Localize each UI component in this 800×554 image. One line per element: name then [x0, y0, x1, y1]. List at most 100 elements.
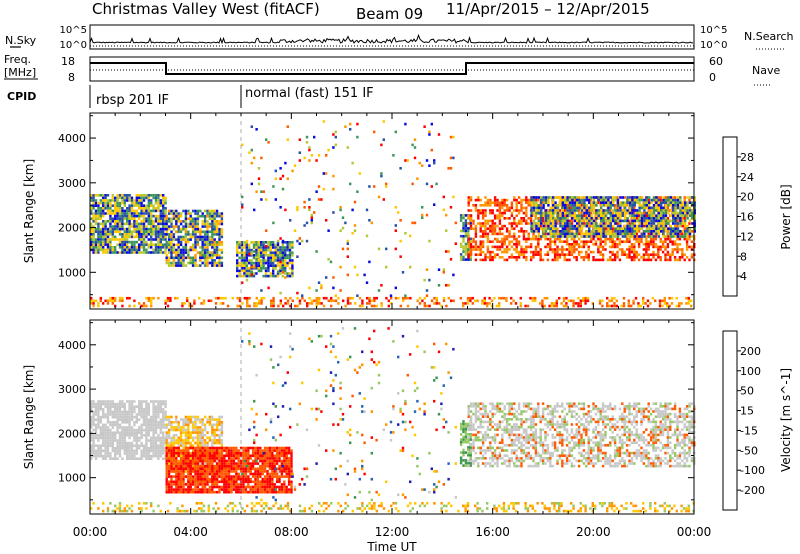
heatmap-cell [532, 209, 536, 212]
heatmap-cell [179, 253, 183, 257]
heatmap-cell [508, 256, 511, 259]
heatmap-cell [126, 194, 129, 197]
heatmap-cell [313, 299, 316, 303]
heatmap-cell [547, 227, 550, 230]
heatmap-cell [130, 444, 134, 447]
heatmap-cell [351, 208, 354, 212]
heatmap-cell [220, 227, 224, 231]
heatmap-cell [128, 408, 131, 411]
heatmap-cell [220, 214, 224, 218]
heatmap-cell [104, 220, 107, 223]
heatmap-cell [102, 454, 105, 458]
heatmap-cell [561, 250, 564, 254]
heatmap-cell [162, 436, 165, 440]
heatmap-cell [255, 302, 258, 305]
heatmap-cell [317, 185, 321, 188]
heatmap-cell [286, 261, 289, 265]
heatmap-cell [135, 405, 138, 408]
heatmap-cell [428, 130, 431, 134]
heatmap-cell [140, 207, 143, 210]
heatmap-cell [114, 439, 117, 442]
heatmap-cell [130, 246, 134, 249]
heatmap-cell [99, 421, 102, 424]
heatmap-cell [597, 224, 600, 228]
heatmap-cell [467, 247, 470, 251]
heatmap-cell [566, 224, 569, 228]
heatmap-cell [599, 243, 602, 246]
heatmap-cell [167, 428, 171, 432]
heatmap-cell [673, 248, 677, 251]
heatmap-cell [648, 219, 651, 223]
heatmap-cell [308, 296, 311, 300]
heatmap-cell [540, 198, 543, 202]
heatmap-cell [206, 248, 209, 252]
heatmap-cell [90, 454, 93, 458]
heatmap-cell [643, 219, 646, 223]
heatmap-cell [284, 276, 287, 279]
heatmap-cell [669, 240, 672, 243]
heatmap-cell [649, 240, 653, 243]
heatmap-cell [310, 299, 314, 303]
heatmap-cell [162, 220, 165, 223]
heatmap-cell [462, 304, 465, 308]
heatmap-cell [97, 402, 100, 406]
heatmap-cell [493, 227, 497, 230]
heatmap-cell [157, 238, 160, 241]
heatmap-cell [464, 258, 468, 261]
heatmap-cell [618, 237, 622, 241]
heatmap-cell [118, 243, 122, 246]
heatmap-cell [296, 291, 299, 295]
heatmap-cell [118, 408, 122, 411]
heatmap-cell [208, 240, 212, 244]
heatmap-cell [599, 240, 602, 243]
heatmap-cell [580, 206, 584, 210]
heatmap-cell [676, 214, 680, 217]
heatmap-cell [530, 227, 533, 230]
heatmap-cell [358, 304, 362, 308]
heatmap-cell [172, 439, 176, 442]
heatmap-cell [619, 209, 622, 212]
heatmap-cell [553, 304, 556, 308]
heatmap-cell [142, 248, 146, 252]
heatmap-cell [404, 159, 407, 162]
heatmap-cell [157, 194, 160, 197]
heatmap-cell [654, 235, 658, 238]
heatmap-cell [206, 251, 209, 254]
heatmap-cell [126, 207, 129, 210]
heatmap-cell [664, 204, 668, 207]
heatmap-cell [459, 216, 463, 220]
heatmap-cell [666, 245, 670, 249]
heatmap-cell [604, 240, 607, 243]
heatmap-cell [542, 198, 545, 202]
heatmap-cell [489, 201, 492, 204]
heatmap-cell [370, 299, 374, 303]
heatmap-cell [467, 250, 470, 254]
heatmap-cell [607, 217, 610, 220]
heatmap-cell [332, 299, 335, 303]
heatmap-cell [109, 408, 112, 411]
heatmap-cell [94, 214, 98, 218]
heatmap-cell [177, 225, 180, 228]
heatmap-cell [597, 245, 600, 249]
heatmap-cell [94, 413, 98, 416]
heatmap-cell [260, 241, 263, 244]
heatmap-cell [128, 194, 131, 197]
heatmap-cell [157, 196, 160, 200]
heatmap-cell [218, 212, 221, 215]
heatmap-cell [418, 296, 422, 300]
heatmap-cell [245, 256, 248, 260]
heatmap-cell [116, 201, 119, 205]
heatmap-cell [621, 209, 624, 212]
heatmap-cell [109, 452, 112, 455]
heatmap-cell [97, 454, 100, 458]
heatmap-cell [564, 206, 567, 210]
heatmap-cell [481, 250, 485, 254]
heatmap-cell [356, 190, 359, 193]
heatmap-cell [346, 247, 349, 251]
heatmap-cell [625, 253, 629, 256]
heatmap-cell [109, 441, 112, 445]
heatmap-cell [325, 172, 328, 175]
heatmap-cell [162, 415, 165, 419]
heatmap-cell [627, 304, 630, 308]
heatmap-cell [157, 230, 160, 233]
